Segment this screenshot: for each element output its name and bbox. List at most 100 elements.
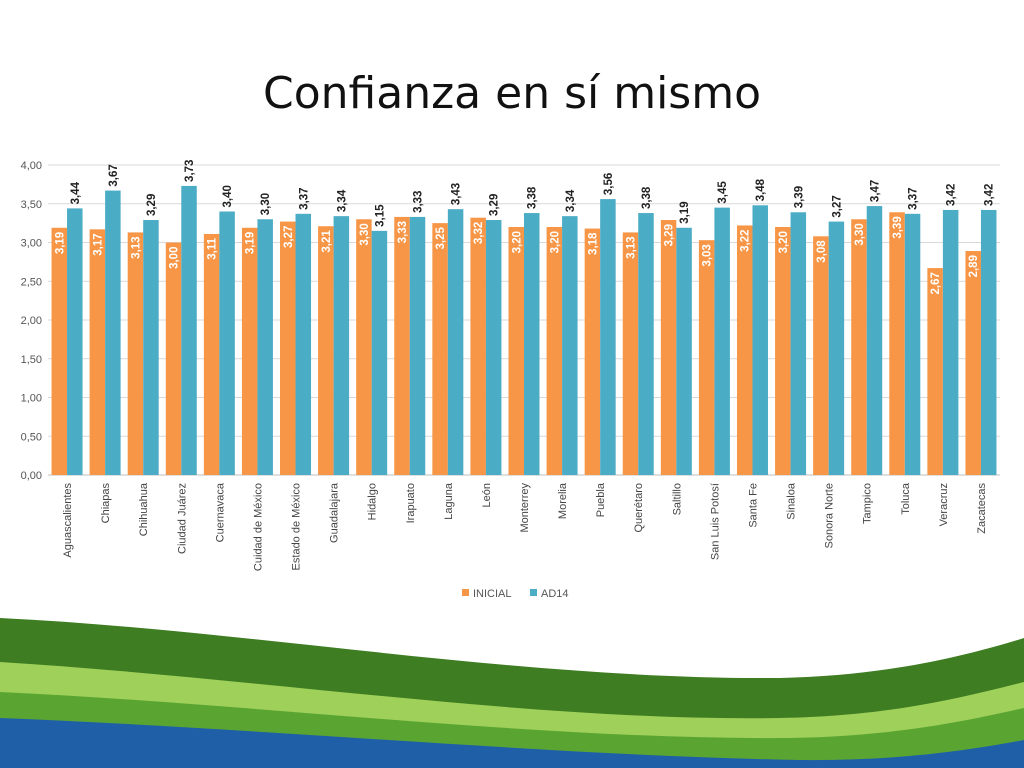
data-label-ad14: 3,42 (984, 184, 996, 206)
data-label-ad14: 3,19 (679, 201, 691, 223)
data-label-ad14: 3,30 (260, 193, 272, 215)
legend: INICIAL AD14 (462, 588, 569, 600)
data-label-inicial: 3,20 (778, 231, 790, 253)
data-label-ad14: 3,47 (869, 180, 881, 202)
data-label-inicial: 3,17 (92, 233, 104, 255)
data-label-inicial: 3,18 (587, 232, 599, 255)
bar-inicial (356, 219, 372, 475)
y-tick-label: 0,50 (21, 431, 42, 443)
bar-ad14 (714, 207, 730, 475)
y-tick-label: 1,50 (21, 354, 42, 366)
bar-ad14 (105, 190, 121, 475)
data-label-ad14: 3,15 (374, 204, 386, 227)
data-label-ad14: 3,56 (603, 173, 615, 195)
x-category-label: Guadalajara (329, 482, 341, 543)
x-category-label: Sonora Norte (824, 483, 836, 548)
data-label-ad14: 3,39 (793, 186, 805, 208)
bar-ad14 (904, 213, 921, 475)
x-category-label: Zacatecas (976, 483, 988, 534)
bar-ad14 (676, 227, 692, 475)
y-tick-label: 4,00 (21, 160, 42, 172)
data-label-inicial: 3,00 (169, 247, 181, 269)
bar-inicial (736, 225, 753, 475)
data-label-ad14: 3,44 (70, 181, 82, 204)
slide-title: Confianza en sí mismo (262, 68, 761, 119)
x-axis-categories: Aguascalientes Chiapas Chihuahua Ciudad Juá… (62, 482, 988, 571)
bar-inicial (508, 227, 524, 475)
data-label-inicial: 3,08 (816, 240, 828, 263)
bar-inicial (546, 227, 563, 475)
legend-swatch-ad14 (530, 589, 537, 596)
bar-ad14 (638, 213, 654, 476)
data-label-ad14: 3,29 (489, 194, 501, 216)
data-label-inicial: 3,22 (740, 229, 752, 251)
data-label-ad14: 3,40 (222, 185, 234, 207)
data-label-ad14: 3,42 (946, 184, 958, 206)
bar-inicial (889, 212, 905, 475)
data-label-ad14: 3,73 (184, 160, 196, 182)
bar-ad14 (562, 216, 578, 475)
bar-inicial (51, 227, 68, 475)
x-category-label: Saltillo (671, 483, 683, 515)
bar-ad14 (67, 208, 83, 475)
y-tick-label: 2,00 (21, 315, 42, 327)
data-label-inicial: 3,19 (245, 232, 257, 254)
wave-blue (0, 718, 1024, 768)
y-tick-label: 3,50 (21, 199, 42, 211)
data-label-inicial: 3,39 (892, 216, 904, 238)
y-tick-label: 2,50 (21, 276, 42, 288)
bar-inicial (203, 233, 220, 475)
data-label-inicial: 3,30 (359, 223, 371, 245)
bar-ad14 (181, 185, 197, 476)
data-label-inicial: 3,33 (397, 221, 409, 243)
bar-inicial (775, 227, 791, 475)
legend-swatch-inicial (462, 589, 469, 596)
x-category-label: Querétaro (633, 483, 645, 533)
x-category-label: Santa Fe (747, 483, 759, 528)
x-category-label: San Luis Potosí (709, 483, 721, 560)
data-label-ad14: 3,34 (565, 189, 577, 212)
bar-ad14 (524, 213, 540, 476)
bar-inicial (813, 236, 829, 475)
x-category-label: Morelia (557, 482, 569, 519)
data-label-inicial: 3,25 (435, 227, 447, 250)
data-label-inicial: 3,27 (283, 226, 295, 248)
bar-ad14 (295, 213, 312, 475)
bar-inicial (89, 229, 106, 475)
y-tick-label: 1,00 (21, 393, 42, 405)
legend-label-inicial: INICIAL (473, 588, 512, 600)
data-label-inicial: 3,29 (664, 224, 676, 246)
x-category-label: Irapuato (405, 483, 417, 523)
data-label-inicial: 3,20 (549, 231, 561, 253)
data-label-ad14: 3,38 (641, 186, 653, 209)
bar-ad14 (143, 220, 159, 475)
data-label-ad14: 3,45 (717, 181, 729, 204)
data-label-inicial: 3,32 (473, 222, 485, 244)
data-label-ad14: 3,37 (298, 187, 310, 209)
legend-label-ad14: AD14 (541, 588, 569, 600)
bar-ad14 (333, 216, 350, 475)
bar-inicial (622, 232, 639, 475)
data-label-ad14: 3,34 (336, 189, 348, 212)
y-tick-label: 0,00 (21, 470, 42, 482)
bar-ad14 (866, 206, 883, 475)
x-category-label: Veracruz (938, 483, 950, 526)
y-tick-label: 3,00 (21, 238, 42, 250)
data-label-inicial: 3,13 (625, 236, 637, 258)
bar-inicial (432, 223, 448, 475)
x-category-label: Cuidad de México (252, 483, 264, 571)
x-category-label: Cuernavaca (214, 482, 226, 542)
data-label-inicial: 2,67 (930, 272, 942, 294)
x-category-label: Monterrey (519, 483, 531, 533)
bars: 3,19 3,44 3,17 3,67 3,13 3,29 3,00 3,73 3,11 3,40… (51, 160, 997, 476)
x-category-label: Aguascalientes (62, 483, 74, 558)
x-category-label: Hidalgo (367, 483, 379, 520)
bar-inicial (698, 240, 715, 475)
bar-ad14 (752, 205, 768, 476)
data-label-ad14: 3,27 (831, 195, 843, 217)
y-axis-ticks: 0,00 0,50 1,00 1,50 2,00 2,50 3,00 3,50 4,00 (21, 160, 42, 482)
bar-ad14 (600, 199, 616, 475)
bar-ad14 (942, 209, 959, 475)
data-label-inicial: 3,21 (321, 230, 333, 253)
data-label-ad14: 3,29 (146, 194, 158, 216)
